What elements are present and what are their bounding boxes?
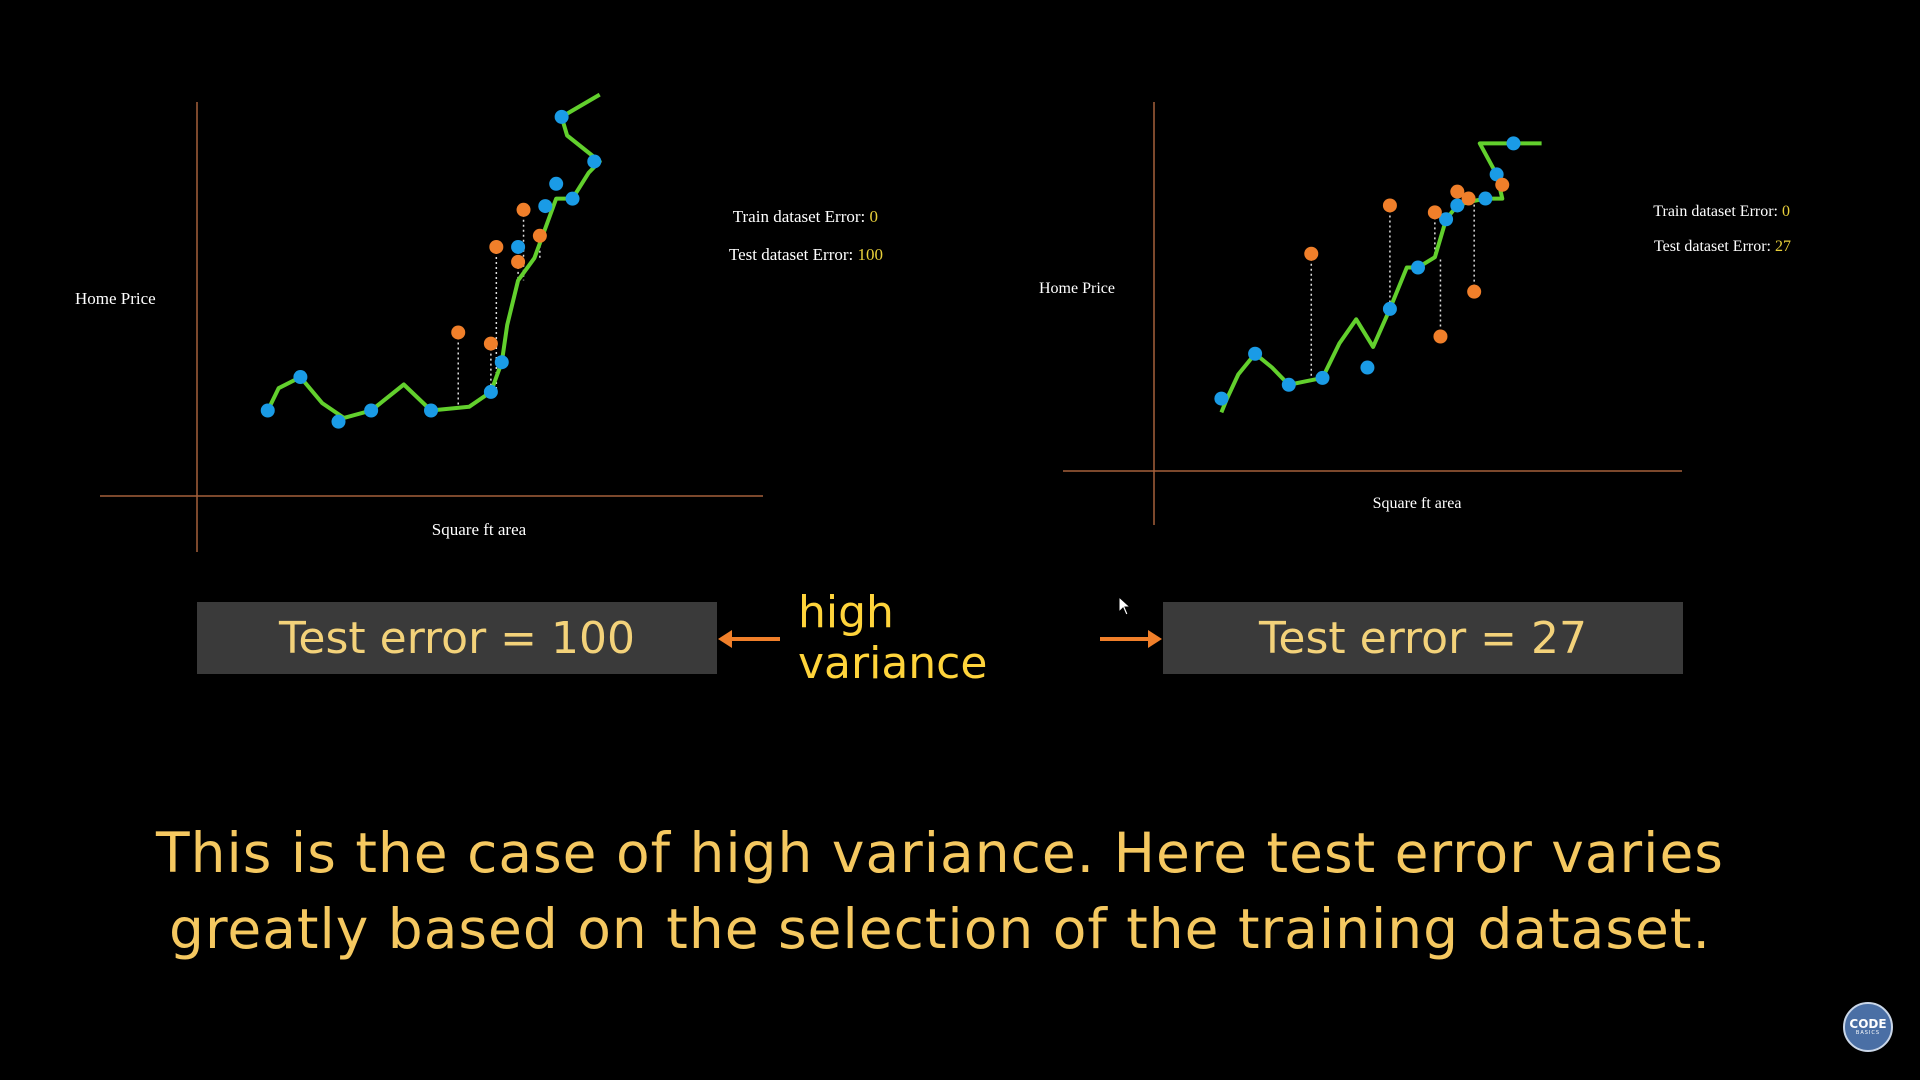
- right-train-error-label: Train dataset Error:: [1653, 203, 1782, 220]
- left-train-point: [587, 154, 602, 169]
- mouse-cursor-icon: [1118, 596, 1132, 616]
- right-residual-lines: [1310, 184, 1504, 382]
- right-train-error-value: 0: [1782, 203, 1790, 220]
- right-train-point: [1439, 212, 1454, 227]
- left-chart: Home Price Square ft area Train dataset …: [75, 92, 883, 552]
- left-x-axis-label: Square ft area: [432, 520, 527, 539]
- right-train-point: [1478, 191, 1493, 206]
- left-test-error: Test dataset Error: 100: [729, 245, 883, 264]
- right-test-point: [1495, 177, 1510, 192]
- left-train-error-value: 0: [870, 207, 879, 226]
- right-test-point: [1433, 329, 1448, 344]
- right-test-point: [1461, 191, 1476, 206]
- right-x-axis-label: Square ft area: [1373, 495, 1462, 512]
- logo-subtext: BASICS: [1855, 1030, 1881, 1036]
- right-train-point: [1214, 391, 1229, 406]
- right-test-point: [1427, 205, 1442, 220]
- right-train-point: [1360, 360, 1375, 375]
- right-test-point: [1467, 284, 1482, 299]
- left-y-axis-label: Home Price: [75, 289, 156, 308]
- left-fit-curve: [265, 92, 602, 420]
- right-train-point: [1506, 136, 1521, 151]
- right-train-point: [1281, 377, 1296, 392]
- right-train-point: [1382, 301, 1397, 316]
- left-train-point: [538, 199, 553, 214]
- high-variance-label: high variance: [798, 587, 988, 689]
- left-train-point: [260, 403, 275, 418]
- right-test-point: [1382, 198, 1397, 213]
- left-test-points: [451, 202, 547, 351]
- left-train-point: [549, 176, 564, 191]
- left-test-point: [489, 239, 504, 254]
- caption-text: This is the case of high variance. Here …: [60, 815, 1820, 967]
- right-arrow-icon: [1100, 630, 1162, 648]
- left-test-point: [483, 336, 498, 351]
- left-residual-lines: [457, 209, 541, 407]
- caption-line-1: This is the case of high variance. Here …: [156, 821, 1724, 885]
- left-test-error-value: 100: [858, 245, 884, 264]
- left-test-point: [451, 325, 466, 340]
- right-test-error: Test dataset Error: 27: [1654, 238, 1791, 255]
- right-test-error-label: Test dataset Error:: [1654, 238, 1775, 255]
- left-arrow-icon: [718, 630, 780, 648]
- left-test-point: [511, 254, 526, 269]
- caption-line-2: greatly based on the selection of the tr…: [169, 897, 1711, 961]
- right-test-points: [1304, 177, 1510, 344]
- right-fit-curve: [1219, 141, 1542, 414]
- left-train-point: [483, 384, 498, 399]
- logo-text: CODE: [1849, 1017, 1887, 1031]
- right-test-error-value: 27: [1775, 238, 1791, 255]
- right-train-point: [1411, 260, 1425, 275]
- left-train-point: [364, 403, 379, 418]
- left-train-point: [494, 355, 509, 370]
- right-train-point: [1248, 346, 1263, 361]
- left-train-error-label: Train dataset Error:: [733, 207, 870, 226]
- left-train-point: [554, 109, 569, 124]
- right-train-point: [1489, 167, 1504, 182]
- left-train-point: [293, 370, 308, 385]
- right-chart: Home Price Square ft area Train dataset …: [1039, 102, 1791, 525]
- left-train-error: Train dataset Error: 0: [733, 207, 878, 226]
- right-test-point: [1450, 184, 1465, 199]
- left-train-point: [511, 239, 526, 254]
- left-test-error-label: Test dataset Error:: [729, 245, 858, 264]
- right-test-error-box: Test error = 27: [1163, 602, 1683, 674]
- left-train-point: [424, 403, 439, 418]
- right-train-error: Train dataset Error: 0: [1653, 203, 1790, 220]
- left-train-point: [331, 414, 346, 429]
- left-test-error-box: Test error = 100: [197, 602, 717, 674]
- left-test-point: [532, 228, 547, 243]
- codebasics-logo: CODE BASICS: [1843, 1002, 1893, 1052]
- right-train-point: [1315, 370, 1330, 385]
- right-y-axis-label: Home Price: [1039, 280, 1115, 297]
- left-train-points: [260, 109, 602, 429]
- right-train-points: [1214, 136, 1521, 406]
- left-train-point: [565, 191, 580, 206]
- right-train-point: [1450, 198, 1465, 213]
- left-test-point: [516, 202, 531, 217]
- right-test-point: [1304, 246, 1319, 261]
